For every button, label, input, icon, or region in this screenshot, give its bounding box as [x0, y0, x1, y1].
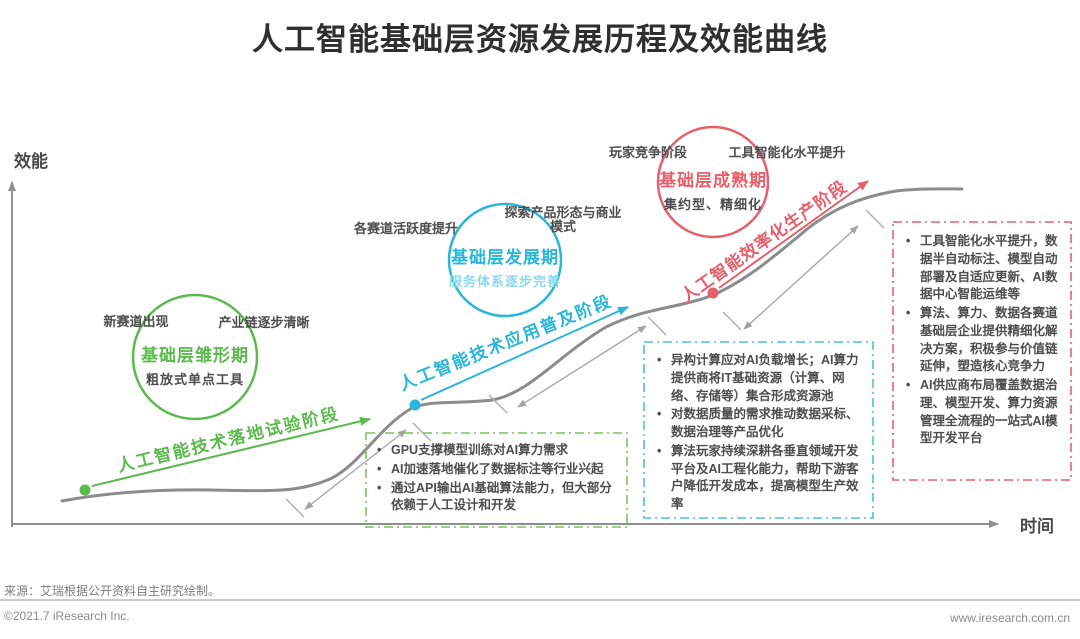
gap-tick — [412, 422, 432, 442]
page-title: 人工智能基础层资源发展历程及效能曲线 — [252, 22, 828, 57]
gap-tick — [865, 209, 885, 229]
detail-box-blue: 异构计算应对AI负载增长；AI算力提供商将IT基础资源（计算、网络、存储等）集合… — [648, 345, 868, 515]
detail-item: AI供应商布局覆盖数据治理、模型开发、算力资源管理全流程的一站式AI模型开发平台 — [899, 377, 1059, 448]
stage-dot-blue — [409, 399, 421, 411]
stage2-circle-subtitle: 服务体系逐步完善 — [448, 274, 561, 289]
gap-tick — [647, 316, 667, 336]
gap-tick — [722, 311, 742, 331]
stage1-circle-subtitle: 粗放式单点工具 — [145, 372, 244, 387]
detail-item: 算法、算力、数据各赛道基础层企业提供精细化解决方案，积极参与价值链延伸，塑造核心… — [899, 305, 1059, 376]
detail-box-green: GPU支撑模型训练对AI算力需求 AI加速落地催化了数据标注等行业兴起 通过AP… — [368, 435, 622, 516]
x-axis-label: 时间 — [1020, 517, 1054, 536]
stage-circle-blue — [447, 202, 563, 318]
gap-tick — [488, 394, 508, 414]
phase-arrow-blue — [420, 306, 629, 401]
gap-arrow-3 — [743, 225, 859, 330]
detail-item: AI加速落地催化了数据标注等行业兴起 — [370, 461, 616, 479]
gap-tick — [285, 498, 305, 518]
detail-box-border-green — [365, 432, 628, 528]
detail-item: 对数据质量的需求推动数据采标、数据治理等产品优化 — [650, 406, 862, 442]
detail-item: 算法玩家持续深耕各垂直领域开发平台及AI工程化能力，帮助下游客户降低开发成本，提… — [650, 443, 862, 514]
gap-arrow-2 — [517, 325, 647, 408]
stage2-label-right: 探索产品形态与商业模式 — [504, 205, 622, 235]
footer-source: 来源：艾瑞根据公开资料自主研究绘制。 — [4, 584, 221, 598]
detail-item: GPU支撑模型训练对AI算力需求 — [370, 442, 616, 460]
stage-circle-red — [656, 125, 770, 239]
stage1-label-right: 产业链逐步清晰 — [218, 315, 310, 330]
stage2-circle-title: 基础层发展期 — [451, 248, 559, 267]
stage1-circle-title: 基础层雏形期 — [141, 346, 249, 365]
stage-dot-green — [79, 484, 91, 496]
stage2-label-left: 各赛道活跃度提升 — [353, 221, 459, 236]
stage1-circle-text: 基础层雏形期 粗放式单点工具 — [110, 341, 280, 388]
footer-website: www.iresearch.com.cn — [949, 611, 1070, 625]
detail-box-red: 工具智能化水平提升，数据半自动标注、模型自动部署及自适应更新、AI数据中心智能运… — [897, 226, 1065, 449]
detail-item: 通过API输出AI基础算法能力，但大部分依赖于人工设计和开发 — [370, 480, 616, 516]
stage-dot-red — [707, 287, 719, 299]
stage3-label-left: 玩家竞争阶段 — [608, 145, 688, 160]
detail-item: 异构计算应对AI负载增长；AI算力提供商将IT基础资源（计算、网络、存储等）集合… — [650, 352, 862, 405]
stage3-circle-title: 基础层成熟期 — [659, 171, 767, 190]
stage1-label-left: 新赛道出现 — [103, 314, 169, 329]
y-axis-label: 效能 — [14, 152, 48, 171]
detail-box-border-blue — [643, 341, 874, 519]
footer-copyright: ©2021.7 iResearch Inc. — [4, 609, 130, 623]
detail-item: 工具智能化水平提升，数据半自动标注、模型自动部署及自适应更新、AI数据中心智能运… — [899, 233, 1059, 304]
phase-arrow-red — [718, 180, 869, 289]
stage2-circle-text: 基础层发展期 服务体系逐步完善 — [420, 243, 590, 290]
stage3-circle-text: 基础层成熟期 集约型、精细化 — [628, 166, 798, 213]
stage3-label-right: 工具智能化水平提升 — [728, 145, 846, 160]
phase-arrow-green — [91, 416, 371, 487]
stage3-circle-subtitle: 集约型、精细化 — [663, 197, 762, 212]
stage-circle-green — [131, 293, 259, 421]
detail-box-border-red — [892, 221, 1072, 481]
